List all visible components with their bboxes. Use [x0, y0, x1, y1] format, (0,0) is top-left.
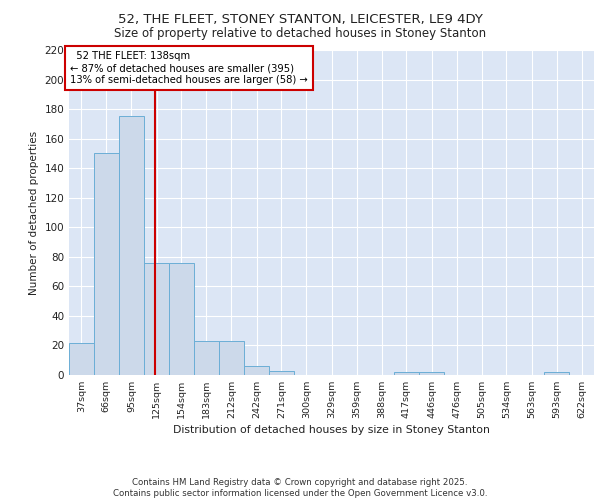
Bar [194, 341, 218, 375]
Y-axis label: Number of detached properties: Number of detached properties [29, 130, 39, 294]
Bar [69, 342, 94, 375]
Bar [218, 341, 244, 375]
Text: 52, THE FLEET, STONEY STANTON, LEICESTER, LE9 4DY: 52, THE FLEET, STONEY STANTON, LEICESTER… [118, 12, 482, 26]
Text: 52 THE FLEET: 138sqm
← 87% of detached houses are smaller (395)
13% of semi-deta: 52 THE FLEET: 138sqm ← 87% of detached h… [70, 52, 308, 84]
Text: Contains HM Land Registry data © Crown copyright and database right 2025.
Contai: Contains HM Land Registry data © Crown c… [113, 478, 487, 498]
Bar [169, 262, 194, 375]
Bar [419, 372, 445, 375]
Bar [94, 154, 119, 375]
Text: Size of property relative to detached houses in Stoney Stanton: Size of property relative to detached ho… [114, 28, 486, 40]
Bar [119, 116, 144, 375]
Bar [269, 370, 294, 375]
Bar [394, 372, 419, 375]
Bar [544, 372, 569, 375]
Bar [144, 262, 169, 375]
Bar [244, 366, 269, 375]
X-axis label: Distribution of detached houses by size in Stoney Stanton: Distribution of detached houses by size … [173, 425, 490, 435]
